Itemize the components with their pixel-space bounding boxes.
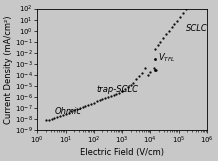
Text: Ohmic: Ohmic [54,107,81,116]
X-axis label: Electric Field (V/cm): Electric Field (V/cm) [80,148,164,157]
Text: SCLC: SCLC [186,24,208,33]
Y-axis label: Current Density (mA/cm²): Current Density (mA/cm²) [4,15,13,124]
Text: V$_{TFL}$: V$_{TFL}$ [158,52,175,64]
Text: trap-SCLC: trap-SCLC [96,85,138,94]
